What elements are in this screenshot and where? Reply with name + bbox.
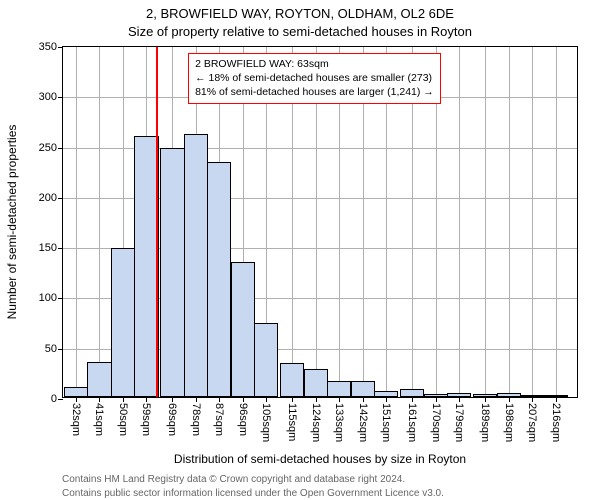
ytick-mark [58,298,63,299]
xtick-label: 96sqm [237,403,249,436]
gridline-v [556,47,557,397]
xtick-label: 198sqm [503,403,515,442]
histogram-bar [280,363,304,397]
xtick-label: 41sqm [93,403,105,436]
xtick-label: 50sqm [117,403,129,436]
histogram-bar [111,248,135,397]
histogram-bar [184,134,208,397]
footer-line2: Contains public sector information licen… [62,488,444,499]
xtick-mark [485,397,486,402]
histogram-bar [207,162,231,397]
histogram-bar [160,148,184,397]
xtick-mark [459,397,460,402]
gridline-v [459,47,460,397]
ytick-mark [58,198,63,199]
gridline-v [99,47,100,397]
xtick-mark [316,397,317,402]
xtick-label: 78sqm [190,403,202,436]
xtick-label: 151sqm [380,403,392,442]
ytick-label: 0 [51,393,57,405]
xtick-mark [386,397,387,402]
gridline-v [76,47,77,397]
histogram-bar [497,393,521,397]
xtick-mark [266,397,267,402]
annotation-line1: 2 BROWFIELD WAY: 63sqm [195,57,434,71]
xtick-mark [339,397,340,402]
histogram-bar [254,323,278,397]
ytick-label: 350 [39,41,57,53]
xtick-mark [76,397,77,402]
ytick-mark [58,148,63,149]
ytick-mark [58,47,63,48]
ytick-mark [58,248,63,249]
histogram-bar [64,387,88,397]
xtick-label: 179sqm [453,403,465,442]
xtick-label: 142sqm [357,403,369,442]
ytick-label: 50 [45,343,57,355]
xtick-label: 207sqm [526,403,538,442]
annotation-line2: ← 18% of semi-detached houses are smalle… [195,71,434,85]
xtick-label: 189sqm [479,403,491,442]
xtick-label: 124sqm [310,403,322,442]
xtick-mark [292,397,293,402]
xtick-mark [412,397,413,402]
histogram-bar [304,369,328,397]
gridline-v [485,47,486,397]
chart-container: 2, BROWFIELD WAY, ROYTON, OLDHAM, OL2 6D… [0,0,600,500]
xtick-mark [243,397,244,402]
xtick-mark [532,397,533,402]
ytick-label: 250 [39,142,57,154]
histogram-bar [374,391,398,397]
chart-title-line2: Size of property relative to semi-detach… [0,24,600,39]
xtick-mark [99,397,100,402]
ytick-mark [58,399,63,400]
ytick-label: 100 [39,292,57,304]
xtick-mark [556,397,557,402]
histogram-bar [520,395,544,397]
footer-line1: Contains HM Land Registry data © Crown c… [62,474,405,485]
annotation-box: 2 BROWFIELD WAY: 63sqm← 18% of semi-deta… [188,53,441,104]
histogram-bar [231,262,255,397]
y-axis-label: Number of semi-detached properties [5,125,19,320]
histogram-bar [543,395,567,397]
xtick-label: 32sqm [70,403,82,436]
histogram-bar [351,381,375,397]
histogram-bar [447,393,471,397]
histogram-bar [400,389,424,397]
annotation-line3: 81% of semi-detached houses are larger (… [195,85,434,99]
xtick-label: 170sqm [430,403,442,442]
gridline-v [532,47,533,397]
histogram-bar [473,394,497,397]
x-axis-label: Distribution of semi-detached houses by … [62,452,578,466]
gridline-v [509,47,510,397]
xtick-mark [219,397,220,402]
ytick-mark [58,97,63,98]
xtick-mark [172,397,173,402]
marker-line [156,47,158,397]
xtick-label: 133sqm [333,403,345,442]
histogram-bar [327,381,351,397]
ytick-mark [58,349,63,350]
xtick-mark [363,397,364,402]
xtick-mark [123,397,124,402]
xtick-label: 115sqm [286,403,298,441]
xtick-mark [509,397,510,402]
xtick-mark [436,397,437,402]
histogram-bar [87,362,111,397]
xtick-label: 69sqm [166,403,178,436]
xtick-label: 59sqm [140,403,152,436]
xtick-label: 216sqm [550,403,562,442]
histogram-bar [424,394,448,397]
xtick-mark [146,397,147,402]
ytick-label: 300 [39,91,57,103]
plot-area: 05010015020025030035032sqm41sqm50sqm59sq… [62,46,578,398]
chart-title-line1: 2, BROWFIELD WAY, ROYTON, OLDHAM, OL2 6D… [0,6,600,21]
ytick-label: 150 [39,242,57,254]
xtick-label: 87sqm [213,403,225,436]
xtick-label: 161sqm [406,403,418,442]
xtick-mark [196,397,197,402]
xtick-label: 105sqm [260,403,272,442]
ytick-label: 200 [39,192,57,204]
